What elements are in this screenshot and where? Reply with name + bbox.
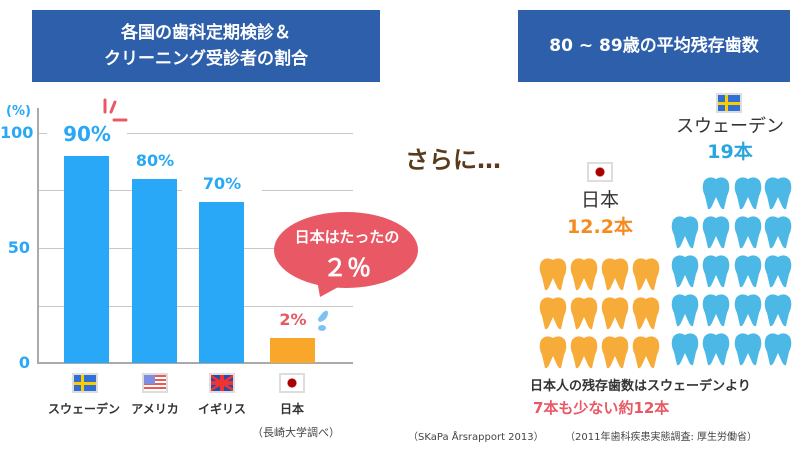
tooth-icon bbox=[600, 335, 630, 369]
right-header-title: 80 ~ 89歳の平均残存歯数 bbox=[549, 36, 759, 56]
source-right: （2011年歯科疾患実態調査: 厚生労働省） bbox=[565, 432, 757, 443]
japan-flag-icon bbox=[587, 162, 613, 182]
sweden-count: 19本 bbox=[707, 141, 753, 163]
y-axis-label: (%) bbox=[6, 104, 31, 119]
tooth-icon bbox=[569, 335, 599, 369]
data-label: 90% bbox=[47, 122, 127, 146]
data-label: 2% bbox=[253, 309, 333, 329]
source-left: （SKaPa Årsrapport 2013） bbox=[408, 432, 544, 443]
speech-bubble bbox=[274, 212, 418, 297]
gridline bbox=[38, 248, 353, 249]
country-label: スウェーデン bbox=[47, 402, 120, 416]
y-tick-label: 50 bbox=[7, 238, 30, 257]
tooth-icon bbox=[701, 176, 731, 210]
sweden-flag-icon bbox=[716, 93, 742, 113]
right-header: 80 ~ 89歳の平均残存歯数 bbox=[518, 10, 790, 82]
japan-count: 12.2本 bbox=[567, 216, 633, 238]
left-header-line1: 各国の歯科定期検診＆ bbox=[121, 23, 291, 43]
tooth-icon bbox=[701, 332, 731, 366]
tooth-icon bbox=[670, 215, 700, 249]
tooth-icon bbox=[631, 296, 661, 330]
tooth-icon bbox=[733, 176, 763, 210]
bubble-text-1: 日本はたったの bbox=[294, 228, 400, 246]
bar bbox=[132, 179, 177, 363]
tooth-icon bbox=[631, 257, 661, 291]
bubble-text-2: ２％ bbox=[323, 254, 371, 282]
middle-text: さらに… bbox=[405, 146, 501, 174]
x-axis bbox=[37, 362, 353, 364]
conclusion-line1: 日本人の残存歯数はスウェーデンより bbox=[530, 379, 751, 394]
sweden-flag-icon bbox=[72, 373, 98, 393]
tooth-icon bbox=[600, 296, 630, 330]
country-label: アメリカ bbox=[131, 402, 179, 416]
sweden-name: スウェーデン bbox=[676, 116, 784, 137]
tooth-icon bbox=[763, 332, 793, 366]
japan-name: 日本 bbox=[580, 189, 619, 211]
bar bbox=[199, 202, 244, 363]
tooth-icon bbox=[538, 257, 568, 291]
emphasis-marks bbox=[103, 98, 128, 122]
tooth-icon bbox=[733, 293, 763, 327]
data-label: 80% bbox=[115, 151, 195, 170]
tooth-icon bbox=[733, 332, 763, 366]
country-label: 日本 bbox=[279, 402, 304, 416]
left-header: 各国の歯科定期検診＆ クリーニング受診者の割合 bbox=[32, 10, 380, 82]
japan-flag-icon bbox=[279, 373, 305, 393]
tooth-icon bbox=[600, 257, 630, 291]
uk-flag-icon bbox=[209, 373, 235, 393]
gridline bbox=[38, 306, 353, 307]
tooth-icon bbox=[538, 296, 568, 330]
tooth-icon bbox=[670, 254, 700, 288]
tooth-icon bbox=[701, 293, 731, 327]
tooth-icon bbox=[701, 215, 731, 249]
usa-flag-icon bbox=[142, 373, 168, 393]
tooth-icon bbox=[763, 215, 793, 249]
y-tick-label: 100 bbox=[0, 123, 34, 142]
bar bbox=[270, 337, 315, 363]
tooth-icon bbox=[733, 215, 763, 249]
tooth-icon bbox=[670, 293, 700, 327]
y-tick-label: 0 bbox=[18, 353, 30, 372]
data-label: 70% bbox=[182, 174, 262, 193]
tooth-icon bbox=[670, 332, 700, 366]
country-label: イギリス bbox=[197, 402, 246, 416]
y-axis bbox=[37, 108, 39, 364]
tooth-icon bbox=[763, 293, 793, 327]
bar bbox=[64, 156, 109, 363]
sweat-drop-icon bbox=[318, 310, 328, 331]
chart-source: （長崎大学調べ） bbox=[252, 426, 340, 439]
tooth-icon bbox=[631, 335, 661, 369]
conclusion-line2: 7本も少ない約12本 bbox=[533, 399, 670, 417]
tooth-icon bbox=[569, 257, 599, 291]
tooth-icon bbox=[763, 176, 793, 210]
tooth-icon bbox=[701, 254, 731, 288]
left-header-line2: クリーニング受診者の割合 bbox=[104, 49, 308, 69]
tooth-icon bbox=[733, 254, 763, 288]
tooth-icon bbox=[538, 335, 568, 369]
tooth-icon bbox=[569, 296, 599, 330]
gridline bbox=[38, 133, 353, 134]
tooth-icon bbox=[763, 254, 793, 288]
